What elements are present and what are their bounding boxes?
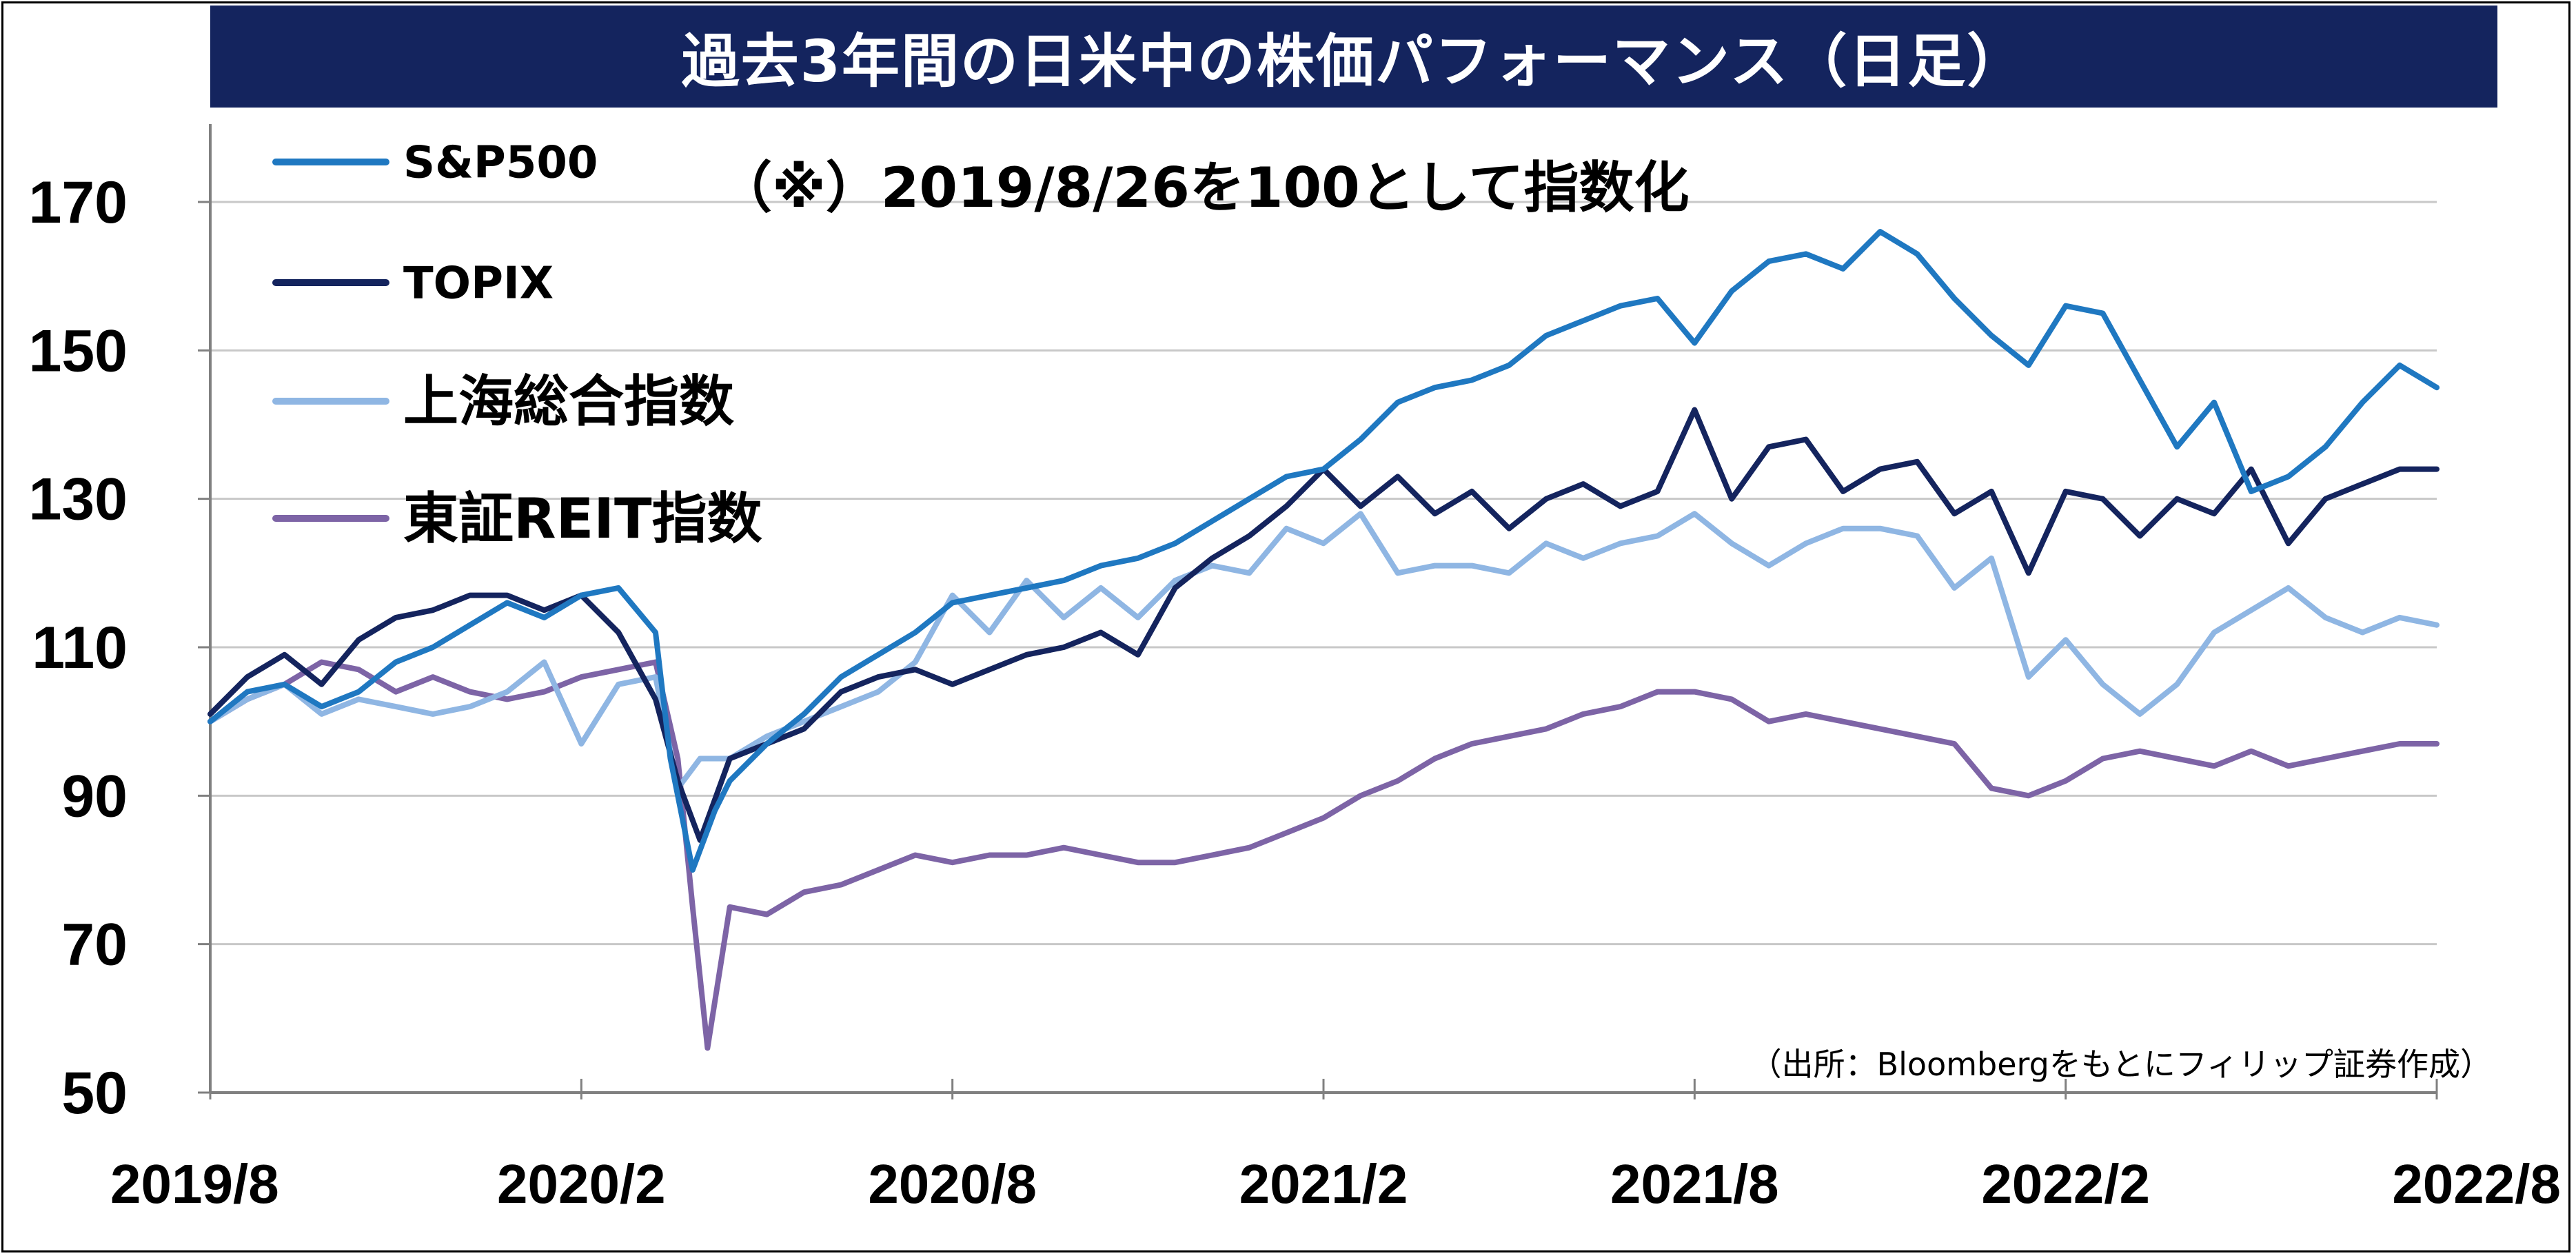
x-tick-label: 2022/2 (1981, 1153, 2150, 1215)
x-tick-label: 2019/8 (110, 1153, 279, 1215)
legend-label: TOPIX (403, 258, 554, 309)
title-bar: 過去3年間の日米中の株価パフォーマンス（日足） (210, 6, 2497, 108)
y-tick-label: 90 (61, 763, 128, 829)
x-tick-label: 2021/2 (1239, 1153, 1408, 1215)
x-tick-label: 2020/2 (497, 1153, 666, 1215)
axes: 50 70 90 110 130 150 170 2019/8 2020/2 2020/8 2021… (29, 124, 2561, 1215)
series-lines (207, 229, 2440, 1051)
y-tick-label: 150 (29, 318, 128, 384)
series-line-3 (207, 659, 2440, 1051)
series-line-0 (207, 229, 2440, 873)
source-note: （出所：Bloombergをもとにフィリップ証券作成） (1750, 1046, 2492, 1083)
chart-title: 過去3年間の日米中の株価パフォーマンス（日足） (681, 27, 2027, 95)
chart-note: （※）2019/8/26を100として指数化 (717, 156, 1689, 220)
x-tick-label: 2022/8 (2392, 1153, 2561, 1215)
series-line-2 (207, 511, 2440, 791)
y-tick-label: 110 (32, 615, 128, 681)
legend-label: 東証REIT指数 (403, 487, 762, 551)
legend-label: 上海総合指数 (403, 369, 734, 434)
y-tick-label: 70 (61, 912, 128, 978)
legend-label: S&P500 (403, 137, 598, 188)
grid-lines (210, 201, 2437, 946)
y-tick-label: 130 (29, 467, 128, 533)
y-tick-label: 50 (61, 1060, 128, 1126)
y-tick-label: 170 (29, 170, 128, 236)
x-tick-label: 2020/8 (868, 1153, 1037, 1215)
series-line-1 (207, 407, 2440, 843)
x-tick-label: 2021/8 (1610, 1153, 1779, 1215)
